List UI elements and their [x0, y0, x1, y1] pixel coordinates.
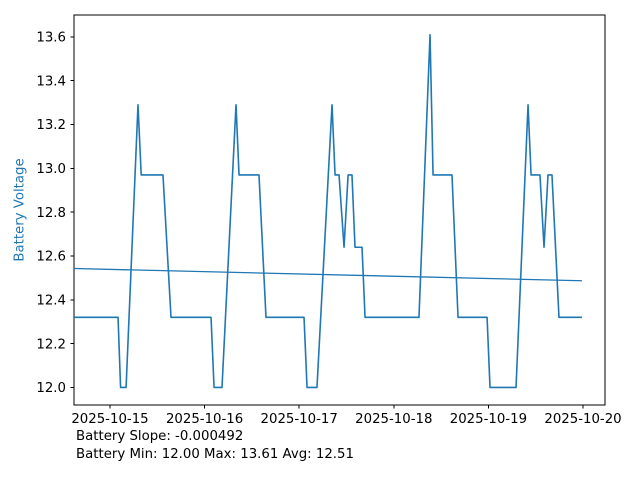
plot-border: [73, 14, 606, 406]
x-tick-label: 2025-10-18: [355, 412, 432, 427]
y-tick-label: 12.8: [36, 206, 66, 221]
x-tick-label: 2025-10-15: [71, 412, 148, 427]
x-tick-label: 2025-10-20: [544, 412, 621, 427]
y-tick-label: 12.6: [36, 250, 66, 265]
annotation-slope: Battery Slope: -0.000492: [76, 429, 244, 444]
y-tick-label: 12.4: [36, 293, 66, 308]
y-tick-label: 12.0: [36, 381, 66, 396]
y-tick-label: 13.4: [36, 74, 66, 89]
x-tick-label: 2025-10-16: [166, 412, 243, 427]
series-battery-voltage-line: [74, 33, 582, 389]
y-tick-label: 13.6: [36, 31, 66, 46]
y-tick-label: 13.2: [36, 118, 66, 133]
y-tick-label: 13.0: [36, 162, 66, 177]
x-tick-label: 2025-10-19: [450, 412, 527, 427]
series-battery-trend-line: [74, 267, 582, 282]
annotation-min-max-avg: Battery Min: 12.00 Max: 13.61 Avg: 12.51: [76, 447, 354, 462]
x-tick-label: 2025-10-17: [261, 412, 338, 427]
y-axis-label: Battery Voltage: [12, 158, 28, 262]
y-tick-label: 12.2: [36, 337, 66, 352]
